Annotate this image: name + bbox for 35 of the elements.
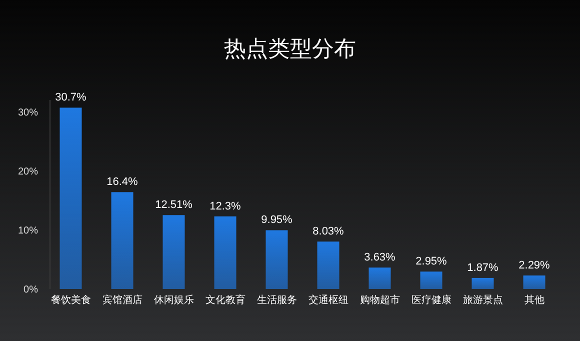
y-tick-label: 20%: [18, 166, 38, 178]
bar: [214, 216, 236, 289]
x-tick-label: 医疗健康: [411, 294, 452, 306]
data-label: 2.95%: [416, 256, 448, 268]
data-label: 2.29%: [518, 259, 550, 272]
x-tick-label: 交通枢纽: [308, 294, 348, 306]
x-tick-label: 宾馆酒店: [102, 294, 142, 306]
x-tick-label: 生活服务: [256, 294, 297, 306]
data-label: 12.3%: [210, 200, 242, 212]
x-tick-label: 餐饮美食: [50, 294, 91, 306]
chart-title: 热点类型分布: [224, 36, 356, 61]
bar: [60, 108, 82, 289]
y-tick-label: 10%: [18, 225, 38, 236]
bar: [523, 275, 546, 289]
data-label: 12.51%: [155, 199, 193, 212]
data-label: 30.7%: [55, 92, 87, 104]
bar: [420, 272, 442, 289]
x-tick-label: 休闲娱乐: [154, 294, 194, 306]
bar: [162, 215, 185, 289]
y-tick-label: 30%: [18, 107, 38, 118]
bar: [266, 230, 288, 289]
y-tick-label: 0%: [24, 284, 38, 296]
data-label: 1.87%: [467, 262, 499, 274]
bar: [368, 268, 391, 289]
bar: [111, 192, 134, 289]
x-tick-label: 旅游景点: [462, 294, 503, 306]
data-label: 9.95%: [261, 214, 293, 226]
data-label: 16.4%: [106, 176, 138, 188]
bar: [472, 278, 494, 289]
data-label: 8.03%: [312, 226, 344, 238]
x-tick-label: 其他: [524, 294, 544, 306]
bar: [317, 242, 340, 289]
x-tick-label: 购物超市: [360, 294, 400, 306]
data-label: 3.63%: [364, 252, 396, 264]
x-tick-label: 文化教育: [205, 294, 246, 306]
